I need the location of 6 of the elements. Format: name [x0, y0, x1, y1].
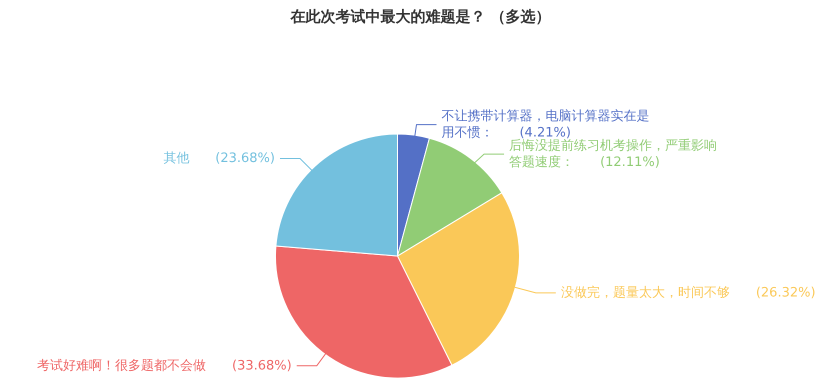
slice-label: 后悔没提前练习机考操作，严重影响答题速度： (12.11%) — [509, 138, 718, 170]
slice-label: 考试好难啊！很多题都不会做 (33.68%) — [36, 358, 292, 374]
chart-title: 在此次考试中最大的难题是？ （多选） — [289, 8, 551, 26]
slice-label: 不让携带计算器，电脑计算器实在是用不惯： (4.21%) — [441, 108, 650, 140]
slice-label: 其他 (23.68%) — [163, 151, 275, 166]
slice-label: 没做完，题量太大，时间不够 (26.32%) — [560, 284, 816, 300]
